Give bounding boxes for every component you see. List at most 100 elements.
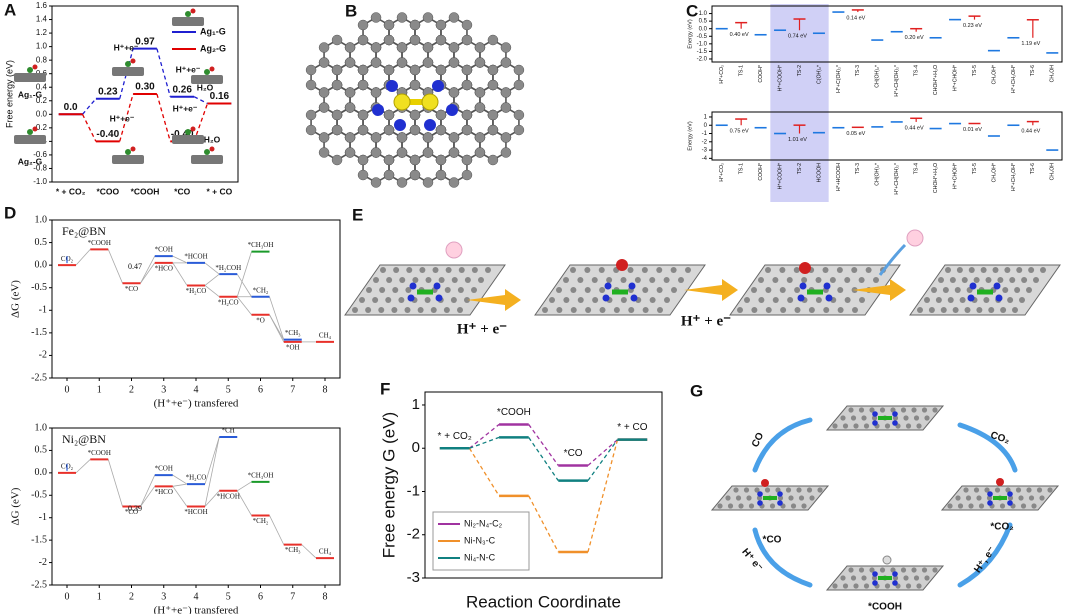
atom: [772, 277, 779, 283]
carbon-atom: [370, 177, 382, 188]
structure-atom: [185, 129, 191, 135]
connector: [172, 255, 188, 264]
x-tick-label: TS-3: [855, 65, 861, 76]
value-label: 0.26: [172, 84, 192, 95]
adsorbate: [616, 259, 628, 271]
barrier-label: 1.01 eV: [788, 137, 807, 143]
atom: [1047, 487, 1053, 493]
atom: [751, 307, 758, 313]
carbon-atom: [318, 132, 330, 143]
atom: [903, 415, 909, 421]
structure-atom: [190, 8, 196, 14]
carbon-atom: [487, 64, 499, 76]
cycle-label: *CO₂: [990, 522, 1013, 533]
carbon-atom: [370, 57, 382, 68]
carbon-atom: [422, 57, 434, 68]
nitrogen-atom: [630, 294, 638, 302]
barrier-label: 0.23 eV: [963, 23, 982, 29]
x-tick-label: H*+CO₂: [719, 163, 725, 182]
x-tick-label: H*+COOH*: [777, 163, 783, 189]
connector: [172, 483, 188, 487]
x-tick-label: TS-3: [855, 163, 861, 174]
level-label: *HCOH: [184, 508, 207, 516]
state-label: * + CO: [617, 422, 648, 433]
atom: [829, 277, 836, 283]
atom: [419, 267, 426, 273]
atom: [994, 487, 1001, 493]
nitrogen-atom: [995, 294, 1003, 302]
nitrogen-atom: [825, 294, 833, 302]
atom: [1007, 495, 1014, 501]
y-tick-label: 0.2: [36, 96, 48, 105]
atom: [1019, 297, 1025, 303]
x-tick-label: 2: [129, 591, 134, 602]
atom: [656, 267, 663, 273]
atom: [961, 277, 968, 283]
carbon-atom: [448, 177, 460, 188]
connector: [140, 255, 156, 284]
structure-atom: [209, 66, 215, 72]
carbon-atom: [383, 64, 395, 76]
carbon-atom: [409, 79, 421, 91]
barrier-label: 0.01 eV: [963, 127, 982, 133]
connector: [236, 273, 252, 297]
atom: [986, 495, 993, 501]
carbon-atom: [305, 124, 317, 136]
panel-label: E: [352, 205, 363, 224]
x-tick-label: TS-5: [972, 163, 978, 174]
atom: [1016, 267, 1023, 273]
connector: [269, 296, 285, 340]
plot-frame: [51, 5, 239, 183]
atom: [685, 267, 691, 273]
atom: [865, 267, 872, 273]
atom: [393, 267, 400, 273]
level-label: *CH₂: [253, 517, 269, 525]
carbon-atom: [448, 132, 460, 143]
y-tick-label: -2.5: [31, 372, 47, 383]
atom: [779, 267, 786, 273]
atom: [873, 277, 879, 283]
atom: [556, 287, 562, 293]
barrier-label: 1.19 eV: [1021, 41, 1040, 47]
atom: [412, 277, 419, 283]
carbon-atom: [396, 57, 408, 68]
atom: [823, 307, 830, 313]
y-tick-label: -3: [407, 569, 420, 586]
x-tick-label: 0: [65, 384, 70, 395]
nitrogen-atom: [409, 282, 417, 290]
atom: [743, 487, 750, 493]
nitrogen-atom: [892, 411, 898, 417]
carbon-atom: [331, 34, 343, 46]
y-axis-label: Free energy (eV): [4, 60, 14, 128]
carbon-atom: [357, 64, 369, 76]
level-label: *COH: [155, 465, 173, 473]
y-tick-label: 0.5: [35, 237, 48, 248]
atom: [840, 575, 846, 581]
atom: [386, 277, 393, 283]
atom: [871, 415, 878, 421]
carbon-atom: [461, 169, 473, 181]
connector: [204, 262, 220, 275]
atom: [438, 277, 445, 283]
nitrogen-atom: [967, 294, 975, 302]
atom: [848, 567, 854, 573]
y-tick-label: -2: [39, 350, 47, 361]
barrier-label: 0.20 eV: [905, 35, 924, 41]
level-label: *CO: [125, 508, 138, 516]
plot-frame: [711, 111, 1063, 161]
y-tick-label: -1: [39, 305, 47, 316]
y-tick-label: 0: [704, 123, 708, 129]
panel-label: D: [4, 203, 16, 222]
atom: [859, 297, 865, 303]
nitrogen-atom: [386, 80, 398, 92]
atom: [788, 495, 794, 501]
atom: [879, 567, 886, 573]
atom: [917, 307, 923, 313]
carbon-atom: [331, 79, 343, 91]
connector: [140, 474, 156, 507]
level-label: *COOH: [88, 239, 111, 247]
atom: [758, 297, 765, 303]
atom: [385, 297, 392, 303]
atom: [787, 297, 794, 303]
